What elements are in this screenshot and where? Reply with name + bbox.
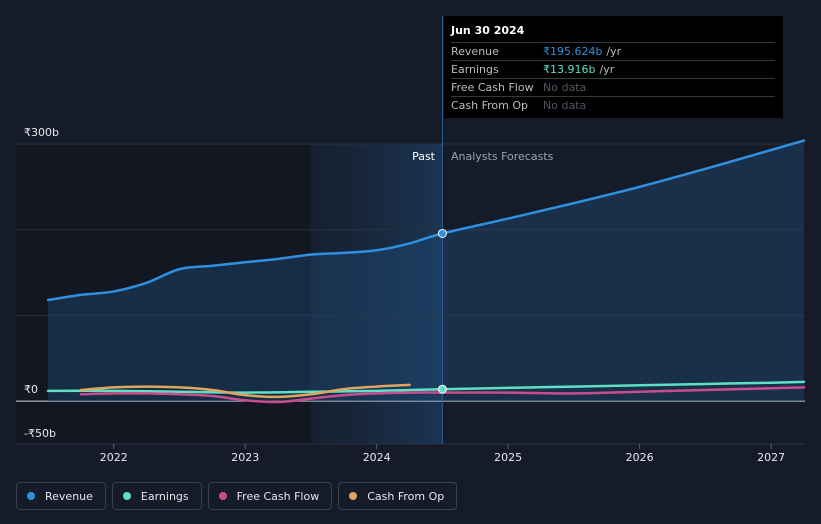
legend-dot-icon [218, 492, 227, 500]
x-axis-ticks: 2022 2023 2024 2025 2026 2027 [100, 444, 785, 464]
tooltip-row-revenue: Revenue ₹195.624b /yr [451, 43, 775, 61]
series-line-free-cash-flow [79, 386, 806, 404]
tooltip-key: Revenue [451, 45, 499, 58]
tooltip-value: ₹13.916b [543, 63, 596, 76]
legend-item-earnings[interactable]: Earnings [111, 482, 202, 510]
series-line-cash-from-op [79, 383, 411, 399]
legend-label: Cash From Op [367, 489, 445, 503]
grid-lines [16, 143, 805, 445]
legend-item-free-cash-flow[interactable]: Free Cash Flow [207, 482, 333, 510]
tooltip-unit: /yr [606, 45, 622, 58]
legend-item-revenue[interactable]: Revenue [16, 482, 106, 510]
tooltip-value: No data [543, 81, 587, 94]
tooltip-row-earnings: Earnings ₹13.916b /yr [451, 61, 775, 79]
tooltip-row-cash-from-op: Cash From Op No data [451, 97, 775, 114]
chart-legend: Revenue Earnings Free Cash Flow Cash Fro… [16, 482, 458, 510]
x-tick-label: 2022 [100, 451, 128, 464]
x-tick-label: 2025 [494, 451, 522, 464]
tooltip-value: No data [543, 99, 587, 112]
hover-marker-revenue [437, 228, 447, 238]
series-line-revenue [46, 139, 806, 302]
tooltip-key: Free Cash Flow [451, 81, 534, 94]
tooltip-row-free-cash-flow: Free Cash Flow No data [451, 79, 775, 97]
legend-dot-icon [27, 492, 35, 500]
tooltip-unit: /yr [599, 63, 615, 76]
y-axis-ticks: ₹300b ₹0 -₹50b [24, 126, 59, 440]
x-tick-label: 2023 [231, 451, 259, 464]
y-tick-label: ₹0 [24, 383, 38, 396]
legend-label: Revenue [45, 489, 93, 503]
revenue-area-fill [48, 140, 804, 402]
tooltip-date: Jun 30 2024 [451, 24, 775, 43]
hover-markers [437, 228, 447, 394]
tooltip-panel: Jun 30 2024 Revenue ₹195.624b /yr Earnin… [444, 16, 783, 118]
tooltip-key: Cash From Op [451, 99, 529, 112]
tooltip-value: ₹195.624b [543, 45, 603, 58]
forecast-label: Analysts Forecasts [451, 150, 554, 163]
revenue-area [48, 140, 804, 402]
legend-dot-icon [122, 492, 131, 500]
legend-dot-icon [349, 492, 358, 500]
past-label: Past [412, 150, 436, 163]
x-tick-label: 2027 [757, 451, 785, 464]
x-tick-label: 2024 [363, 451, 391, 464]
legend-item-cash-from-op[interactable]: Cash From Op [338, 482, 458, 510]
y-tick-label: ₹300b [24, 126, 59, 139]
legend-label: Earnings [140, 489, 189, 503]
hover-marker-earnings [437, 384, 447, 394]
y-tick-label: -₹50b [24, 427, 56, 440]
tooltip-key: Earnings [451, 63, 499, 76]
legend-label: Free Cash Flow [236, 489, 320, 503]
x-tick-label: 2026 [626, 451, 654, 464]
